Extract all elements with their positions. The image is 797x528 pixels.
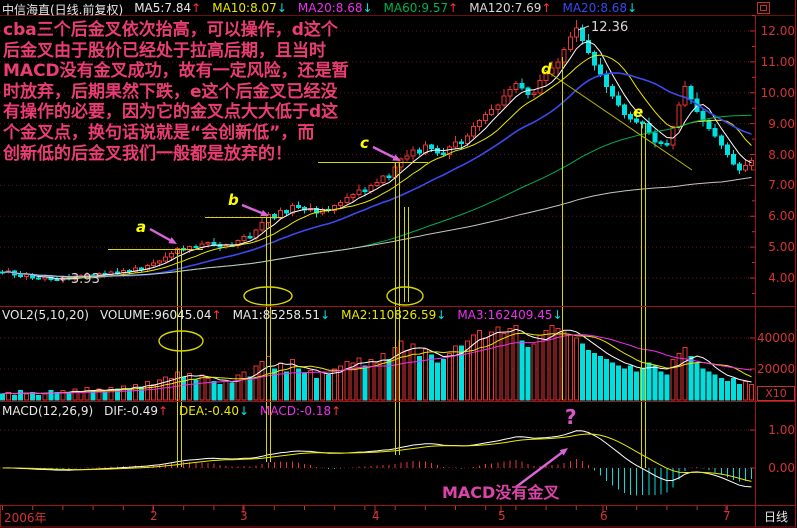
macd-value: DIF:-0.49↑ [104, 404, 169, 418]
month-label: 4 [372, 509, 380, 523]
month-label: 6 [600, 509, 608, 523]
price-axis-label: 8.00 [768, 147, 795, 162]
trend-line [544, 69, 693, 171]
down-arrow-icon: ↓ [552, 308, 563, 322]
month-label: 7 [723, 509, 731, 523]
highest-price-label: 12.36 [591, 20, 629, 35]
annotation-arrowhead [392, 154, 401, 161]
volume-bars [0, 325, 754, 401]
header-row: 中信海直(日线.前复权) MA5:7.84↑ MA10:8.07↓ MA20:8.6… [2, 1, 637, 18]
macd-axis-label: 1.00 [768, 423, 795, 437]
annotation-letter-b: b [228, 191, 239, 209]
axis-ticks [2, 15, 755, 513]
macd-no-cross-note: MACD没有金叉 [442, 483, 560, 502]
window-restore-icon[interactable] [757, 2, 770, 14]
up-arrow-icon: ↑ [541, 1, 552, 15]
price-axis-label: 4.00 [768, 271, 795, 285]
down-arrow-icon: ↓ [436, 308, 447, 322]
annotation-letter-a: a [136, 218, 147, 236]
annotation-arrowhead [168, 237, 177, 244]
macd-axis-label: 0.00 [768, 461, 795, 475]
lowest-price-label: ←3.93 [60, 272, 100, 287]
month-label: 5 [498, 509, 506, 523]
dea-line [2, 433, 752, 482]
price-axis-label: 11.00 [760, 54, 795, 69]
annotation-letter-c: c [360, 134, 369, 152]
ma-value: MA120:7.69↑ [469, 1, 552, 15]
volume-ma-lines [2, 328, 752, 395]
up-arrow-icon: ↑ [157, 404, 169, 418]
up-arrow-icon: ↑ [211, 308, 222, 322]
annotation-letter-d: d [541, 60, 552, 78]
ma-value: MA20:8.68↓ [297, 1, 373, 15]
volume-value: MA3:162409.45↓ [457, 308, 563, 322]
ma120-line [2, 176, 752, 278]
annotation-arrow [241, 203, 263, 215]
high-callout-line [577, 25, 590, 31]
macd-indicator-name: MACD(12,26,9) [2, 404, 94, 418]
ma-value: MA10:8.07↓ [212, 1, 287, 15]
annotation-arrow [149, 227, 171, 242]
price-axis-label: 10.00 [760, 85, 795, 100]
month-label: 2 [150, 509, 158, 523]
volume-value: MA2:110826.59↓ [341, 308, 447, 322]
macd-histogram [8, 459, 752, 496]
macd-indicator-row: MACD(12,26,9) DIF:-0.49↑ DEA:-0.40↓ MACD:-… [2, 404, 341, 418]
ma-value: MA20:8.68↓ [562, 1, 638, 15]
annotation-arrow [372, 145, 395, 159]
down-arrow-icon: ↓ [238, 404, 250, 418]
volume-indicator-row: VOL2(5,10,20) VOLUME:96045.04↑ MA1:85258.… [2, 308, 563, 322]
ma-lines [2, 40, 752, 280]
volume-axis-label: 20000 [757, 362, 796, 376]
stock-title: 中信海直(日线.前复权) [2, 3, 124, 17]
volume-value: VOLUME:96045.04↑ [99, 308, 222, 322]
month-label: 3 [240, 509, 248, 523]
annotation-ellipse [158, 330, 204, 352]
period-button[interactable]: 日线 [763, 510, 788, 524]
macd-value: MACD:-0.18↑ [260, 404, 342, 418]
down-arrow-icon: ↓ [362, 1, 373, 15]
volume-ma-line [2, 328, 752, 395]
volume-ma-line [2, 334, 752, 395]
dif-line [2, 430, 752, 488]
up-arrow-icon: ↑ [191, 1, 202, 15]
volume-value: MA1:85258.51↓ [232, 308, 331, 322]
annotation-arrow [515, 451, 563, 488]
annotation-ellipse [243, 286, 293, 306]
year-label: 2006年 [4, 511, 47, 525]
up-arrow-icon: ↑ [331, 404, 342, 418]
grid-lines [0, 15, 796, 469]
question-mark-annotation: ? [565, 405, 577, 429]
price-axis-label: 12.00 [760, 24, 795, 38]
annotation-letter-e: e [633, 103, 644, 121]
ma5-line [2, 40, 752, 280]
up-arrow-icon: ↑ [448, 1, 459, 15]
volume-indicator-name: VOL2(5,10,20) [2, 308, 89, 322]
annotation-arrowhead [559, 448, 568, 456]
macd-value: DEA:-0.40↓ [179, 404, 250, 418]
volume-axis-label: 40000 [757, 331, 796, 345]
price-axis-label: 9.00 [768, 116, 795, 131]
ma10-line [2, 54, 752, 279]
macd-lines [2, 430, 752, 488]
volume-multiplier-badge: X10 [757, 386, 795, 401]
price-axis-label: 5.00 [768, 240, 795, 255]
price-axis-label: 6.00 [768, 209, 795, 224]
down-arrow-icon: ↓ [320, 308, 331, 322]
volume-ma-line [2, 332, 752, 395]
annotation-ellipse [386, 286, 424, 306]
ma-value: MA60:9.57↑ [383, 1, 459, 15]
price-axis-label: 7.00 [768, 178, 795, 193]
ma-value: MA5:7.84↑ [134, 1, 202, 15]
down-arrow-icon: ↓ [627, 1, 638, 15]
down-arrow-icon: ↓ [276, 1, 287, 15]
commentary-text: cba三个后金叉依次抬高，可以操作，d这个 后金叉由于股价已经处于拉高后期，且当… [3, 20, 349, 164]
drawn-annotations [108, 25, 693, 488]
annotation-arrowhead [260, 209, 269, 217]
